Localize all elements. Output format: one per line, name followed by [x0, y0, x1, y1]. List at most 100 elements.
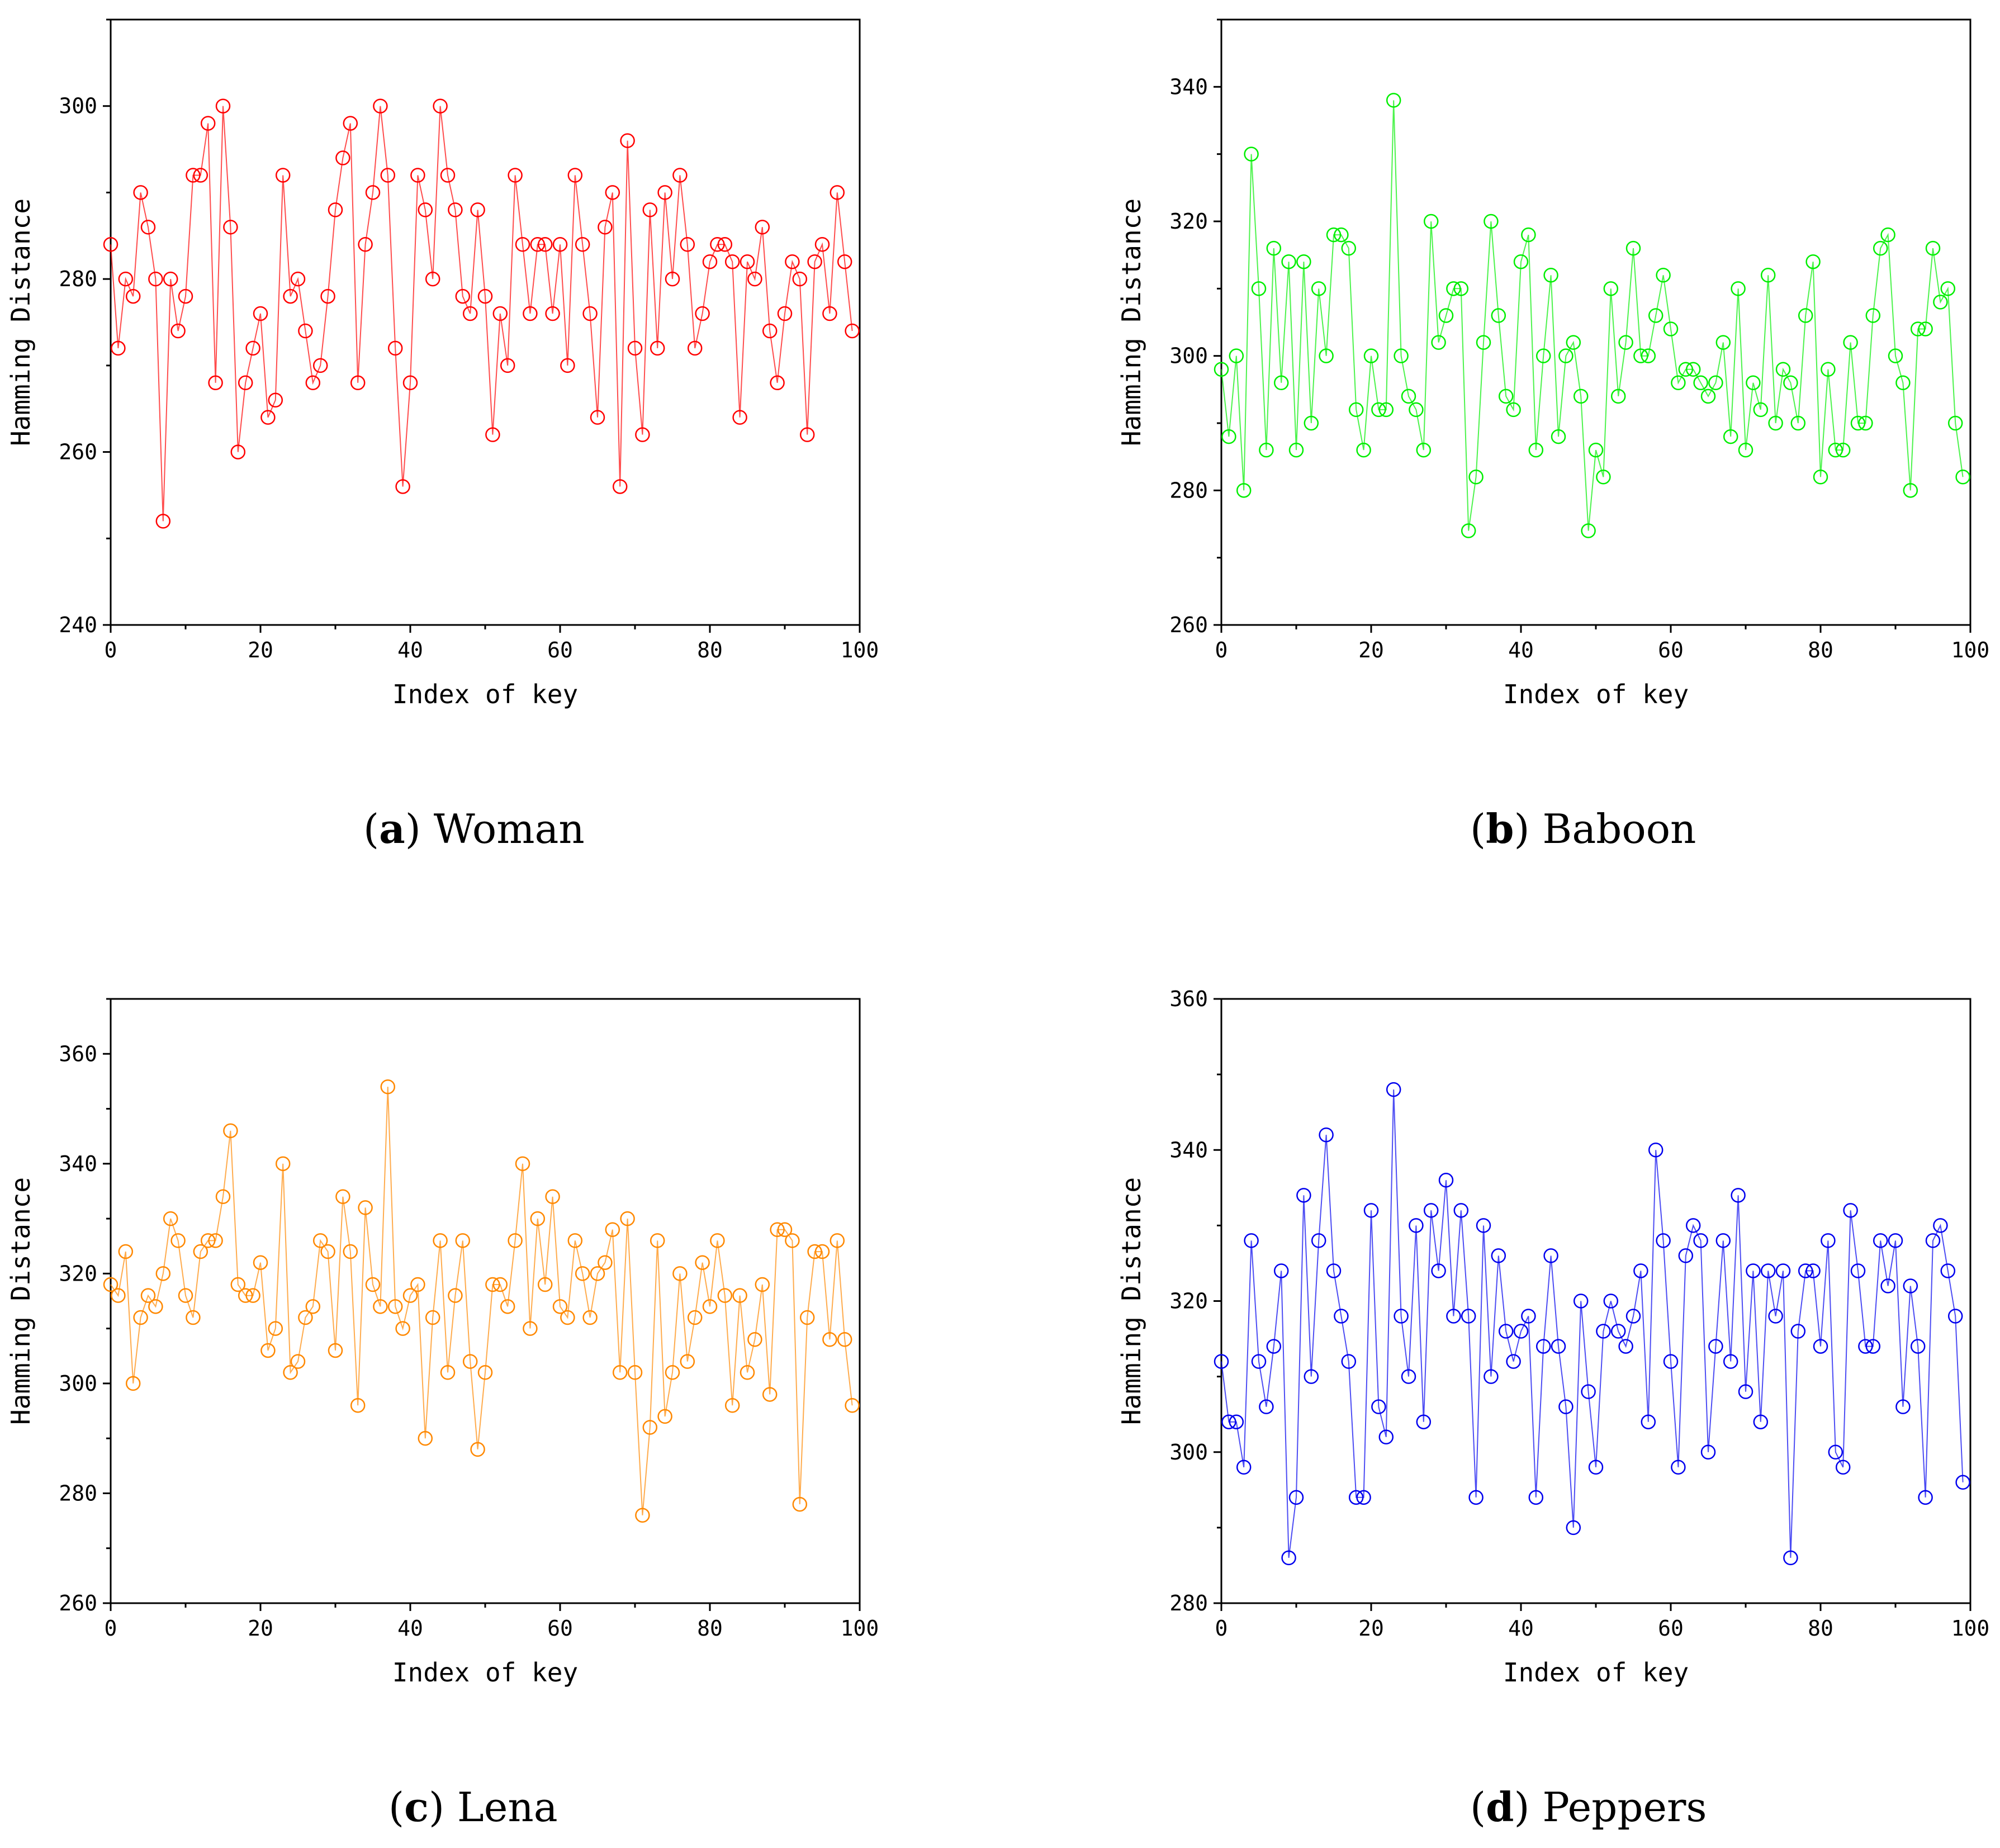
data-point [1850, 1263, 1866, 1278]
data-point [358, 237, 373, 252]
data-point [1581, 1384, 1596, 1399]
data-point [1641, 1414, 1656, 1429]
data-point [1491, 1248, 1506, 1263]
data-point [320, 1244, 335, 1259]
data-point [755, 220, 770, 235]
data-point [747, 1332, 762, 1347]
data-point [822, 1332, 837, 1347]
plot-frame [1220, 998, 1971, 1604]
data-point [1843, 335, 1858, 350]
data-point [1236, 1460, 1252, 1475]
data-point [1895, 375, 1911, 391]
data-point [350, 1397, 366, 1413]
data-point [148, 1299, 163, 1314]
data-point [1746, 1263, 1761, 1278]
data-point [1910, 1339, 1926, 1354]
data-point [410, 168, 425, 183]
data-point [1663, 321, 1679, 337]
data-point [111, 1288, 126, 1303]
data-point [380, 168, 396, 183]
data-point [103, 237, 119, 252]
data-point [268, 1321, 283, 1336]
x-tick-label: 20 [248, 638, 273, 662]
data-point [410, 1277, 425, 1292]
x-tick-label: 80 [697, 1616, 723, 1641]
y-tick-label: 340 [1169, 1138, 1208, 1162]
data-point [1371, 402, 1386, 418]
data-point [717, 1288, 733, 1303]
data-point [1933, 1218, 1948, 1233]
data-point [290, 271, 306, 287]
data-point [785, 1233, 800, 1248]
data-point [1288, 442, 1304, 458]
data-point [1821, 1233, 1836, 1248]
data-point [762, 1387, 778, 1402]
data-point [163, 271, 178, 287]
data-point [245, 1288, 260, 1303]
data-point [575, 237, 590, 252]
plot-frame [110, 998, 861, 1604]
data-point [448, 1288, 463, 1303]
data-point [1356, 1490, 1371, 1505]
data-point [1566, 1520, 1581, 1536]
data-point [1484, 214, 1499, 229]
data-point [1738, 442, 1753, 458]
data-point [822, 306, 837, 321]
data-point [365, 185, 381, 200]
y-tick-label: 280 [1169, 478, 1208, 503]
data-point [1251, 281, 1267, 296]
data-point [1588, 1460, 1604, 1475]
data-point [1865, 1339, 1881, 1354]
data-point [178, 288, 193, 304]
data-point [687, 1310, 703, 1325]
data-point [1790, 415, 1806, 431]
series-line [1221, 100, 1964, 531]
data-point [1535, 348, 1551, 363]
y-tick-label: 360 [1169, 987, 1208, 1011]
data-point [1401, 388, 1416, 404]
data-point [343, 1244, 358, 1259]
data-point [1476, 335, 1491, 350]
data-point [492, 1277, 508, 1292]
data-point [1438, 1173, 1454, 1188]
data-point [1910, 321, 1926, 337]
data-point [1468, 1490, 1484, 1505]
data-point [418, 1430, 433, 1446]
data-point [537, 1277, 553, 1292]
y-axis-label: Hamming Distance [6, 1177, 36, 1425]
data-point [1288, 1490, 1304, 1505]
data-point [1371, 1399, 1386, 1414]
x-tick-label: 80 [1808, 1616, 1833, 1641]
data-point [792, 271, 808, 287]
data-point [1805, 1263, 1821, 1278]
data-point [642, 1420, 658, 1435]
data-point [1319, 348, 1334, 363]
chart-panel-a: 0 20 40 60 80 100 240 260 280 300 Index of key Hamm… [6, 18, 879, 709]
data-point [814, 1244, 830, 1259]
data-point [283, 1365, 298, 1380]
data-point [830, 1233, 845, 1248]
data-point [523, 1321, 538, 1336]
data-point [1476, 1218, 1491, 1233]
data-point [620, 1211, 635, 1226]
caption-letter: d [1486, 1783, 1514, 1831]
data-point [1378, 402, 1394, 418]
data-point [1918, 1490, 1933, 1505]
data-point [1214, 1354, 1229, 1369]
data-point [312, 358, 328, 373]
data-point [200, 116, 216, 131]
data-point [1273, 1263, 1289, 1278]
data-point [598, 220, 613, 235]
data-point [1401, 1369, 1416, 1384]
data-point [462, 1354, 478, 1369]
caption-text: Lena [457, 1784, 558, 1831]
data-point [1334, 1309, 1349, 1324]
data-point [740, 254, 755, 269]
y-axis-label: Hamming Distance [1116, 198, 1146, 446]
y-tick-label: 360 [59, 1041, 97, 1066]
data-point [387, 1299, 403, 1314]
data-point [1423, 214, 1439, 229]
data-point [665, 271, 680, 287]
x-tick-label: 60 [1658, 1616, 1684, 1641]
